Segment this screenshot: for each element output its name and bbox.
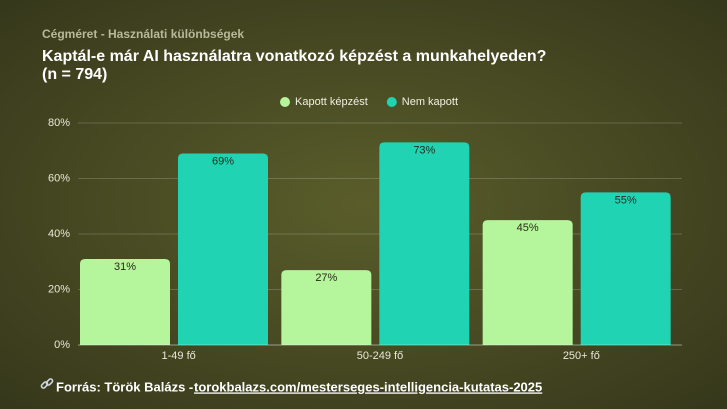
legend-label: Kapott képzést: [295, 96, 368, 108]
kicker: Cégméret - Használati különbségek: [42, 27, 244, 41]
sample-note: (n = 794): [42, 66, 107, 83]
bar: [281, 270, 372, 345]
bar: [379, 142, 470, 345]
value-label: 45%: [517, 222, 539, 234]
source: Forrás: Török Balázs -: [56, 379, 193, 394]
value-label: 55%: [615, 194, 637, 206]
value-label: 69%: [212, 155, 234, 167]
x-tick-label: 50-249 fő: [357, 350, 403, 362]
chart-title: Kaptál-e már AI használatra vonatkozó ké…: [42, 48, 546, 65]
link-icon: [40, 378, 54, 389]
y-tick-label: 40%: [48, 228, 70, 240]
y-tick-label: 60%: [48, 172, 70, 184]
x-tick-label: 250+ fő: [563, 350, 600, 362]
bar: [580, 192, 671, 345]
value-label: 31%: [114, 261, 136, 273]
y-tick-label: 20%: [48, 283, 70, 295]
y-tick-label: 0%: [54, 339, 70, 351]
x-tick-label: 1-49 fő: [162, 350, 196, 362]
value-label: 73%: [413, 144, 435, 156]
legend-marker: [386, 97, 397, 107]
bar: [80, 258, 170, 345]
y-tick-label: 80%: [48, 117, 70, 129]
source-link[interactable]: torokbalazs.com/mesterseges-intelligenci…: [194, 379, 542, 394]
legend-marker: [280, 97, 290, 107]
legend-label: Nem kapott: [402, 96, 458, 108]
bar: [482, 220, 573, 345]
bar: [178, 153, 268, 345]
value-label: 27%: [315, 272, 337, 284]
